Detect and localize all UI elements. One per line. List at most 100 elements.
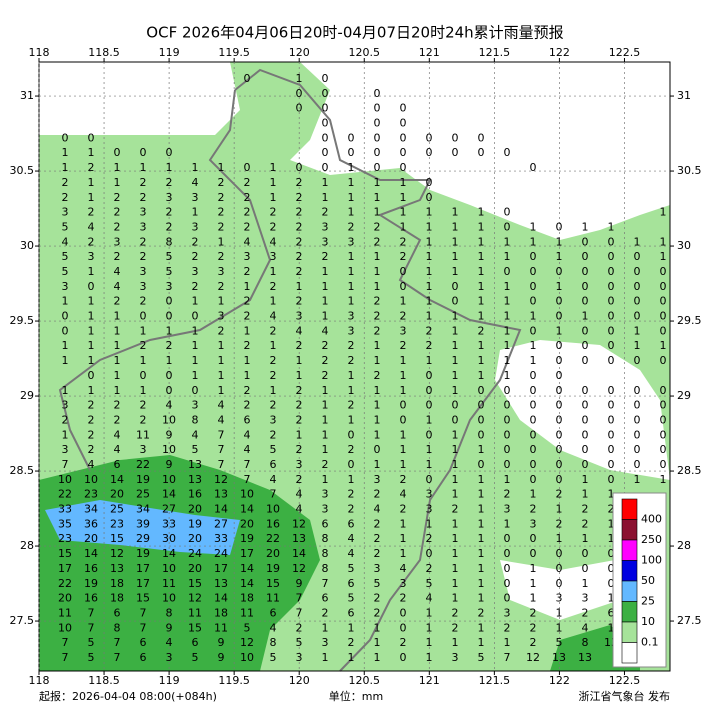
rain-value: 12 — [292, 517, 306, 530]
rain-value: 17 — [58, 562, 72, 575]
rain-value: 20 — [266, 547, 280, 560]
rain-value: 1 — [530, 220, 537, 233]
rain-value: 2 — [374, 220, 381, 233]
rain-value: 1 — [322, 473, 329, 486]
rain-value: 22 — [266, 532, 280, 545]
x-tick-label: 119.5 — [218, 674, 250, 687]
rain-value: 0 — [374, 131, 381, 144]
rain-value: 0 — [504, 413, 511, 426]
rain-value: 25 — [110, 503, 124, 516]
rain-value: 1 — [478, 443, 485, 456]
rain-value: 16 — [266, 517, 280, 530]
rain-value: 1 — [322, 621, 329, 634]
rain-value: 13 — [214, 488, 228, 501]
rain-value: 0 — [400, 651, 407, 664]
rain-value: 1 — [322, 176, 329, 189]
rain-value: 2 — [296, 265, 303, 278]
rain-value: 0 — [296, 161, 303, 174]
rain-value: 1 — [62, 161, 69, 174]
rain-value: 0 — [556, 310, 563, 323]
rain-value: 3 — [192, 220, 199, 233]
rain-value: 2 — [114, 399, 121, 412]
legend-swatch — [621, 601, 638, 623]
rain-value: 10 — [240, 488, 254, 501]
rain-value: 1 — [426, 295, 433, 308]
rain-value: 1 — [400, 532, 407, 545]
rain-value: 1 — [62, 146, 69, 159]
rain-value: 15 — [110, 532, 124, 545]
rain-value: 1 — [192, 295, 199, 308]
rain-value: 0 — [582, 399, 589, 412]
rain-value: 0 — [556, 354, 563, 367]
rain-value: 0 — [478, 428, 485, 441]
rain-value: 15 — [266, 577, 280, 590]
rain-value: 3 — [374, 562, 381, 575]
rain-value: 1 — [218, 295, 225, 308]
rain-value: 2 — [114, 250, 121, 263]
rain-value: 0 — [530, 280, 537, 293]
rain-value: 1 — [322, 295, 329, 308]
y-tick-label: 27.5 — [10, 614, 35, 627]
rain-value: 7 — [88, 606, 95, 619]
rain-value: 2 — [582, 606, 589, 619]
rain-value: 8 — [114, 621, 121, 634]
rain-value: 6 — [322, 592, 329, 605]
rain-value: 4 — [166, 399, 173, 412]
rain-value: 2 — [88, 235, 95, 248]
rain-value: 12 — [526, 651, 540, 664]
rain-value: 3 — [426, 503, 433, 516]
rain-value: 0 — [452, 399, 459, 412]
rain-value: 2 — [296, 339, 303, 352]
legend-label: 100 — [641, 554, 662, 567]
rain-value: 0 — [582, 280, 589, 293]
legend-swatch — [621, 539, 638, 561]
rain-value: 1 — [452, 220, 459, 233]
rain-value: 0 — [608, 295, 615, 308]
rain-value: 2 — [114, 206, 121, 219]
rain-value: 4 — [270, 621, 277, 634]
x-tick-label: 122.5 — [609, 46, 641, 59]
rain-value: 2 — [530, 636, 537, 649]
rain-value: 1 — [478, 206, 485, 219]
rain-value: 0 — [426, 428, 433, 441]
rain-value: 1 — [62, 295, 69, 308]
rain-value: 0 — [634, 354, 641, 367]
rain-value: 10 — [84, 473, 98, 486]
rain-value: 2 — [296, 176, 303, 189]
rain-value: 1 — [88, 191, 95, 204]
rain-value: 0 — [608, 458, 615, 471]
rain-value: 1 — [452, 265, 459, 278]
rain-value: 1 — [608, 592, 615, 605]
rain-value: 2 — [114, 191, 121, 204]
rain-value: 2 — [244, 206, 251, 219]
rain-value: 2 — [374, 547, 381, 560]
rain-value: 8 — [582, 636, 589, 649]
rain-value: 1 — [556, 280, 563, 293]
rain-value: 2 — [166, 176, 173, 189]
rain-value: 2 — [244, 310, 251, 323]
rain-value: 1 — [374, 428, 381, 441]
rain-value: 12 — [292, 562, 306, 575]
rain-value: 2 — [374, 592, 381, 605]
rain-value: 1 — [114, 339, 121, 352]
rain-value: 2 — [88, 428, 95, 441]
rain-value: 2 — [322, 339, 329, 352]
rain-value: 2 — [322, 606, 329, 619]
rain-value: 0 — [478, 131, 485, 144]
rain-value: 1 — [322, 399, 329, 412]
rain-value: 1 — [348, 384, 355, 397]
rain-value: 1 — [374, 265, 381, 278]
rain-value: 5 — [478, 651, 485, 664]
rain-value: 2 — [452, 503, 459, 516]
rain-value: 1 — [192, 324, 199, 337]
rain-value: 4 — [218, 413, 225, 426]
rain-value: 1 — [348, 651, 355, 664]
y-tick-label: 27.5 — [677, 614, 702, 627]
rain-value: 0 — [556, 547, 563, 560]
rain-value: 0 — [582, 458, 589, 471]
rain-value: 3 — [62, 206, 69, 219]
rain-value: 0 — [582, 428, 589, 441]
rain-value: 1 — [322, 651, 329, 664]
rain-value: 0 — [556, 562, 563, 575]
rain-value: 1 — [426, 651, 433, 664]
